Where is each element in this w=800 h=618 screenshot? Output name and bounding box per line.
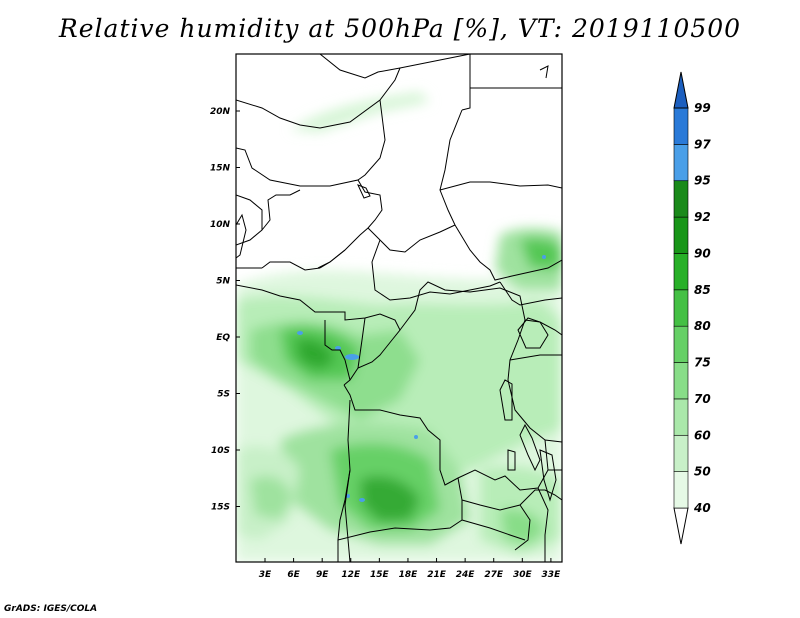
colorbar-segment <box>673 471 689 509</box>
colorbar-segment <box>673 398 689 436</box>
colorbar-label: 92 <box>694 210 711 224</box>
colorbar-segment <box>673 289 689 327</box>
colorbar-segment <box>673 362 689 400</box>
colorbar-label: 85 <box>694 283 711 297</box>
lat-tick-label: 15S <box>211 503 230 513</box>
country-borders <box>236 54 562 562</box>
map-frame <box>235 53 563 563</box>
latitude-axis: 20N 15N 10N 5N EQ 5S 10S 15S <box>210 107 240 513</box>
colorbar-segment <box>673 507 689 545</box>
lon-tick-label: 33E <box>542 570 562 580</box>
colorbar-segment <box>673 253 689 291</box>
colorbar-label: 70 <box>694 392 711 406</box>
lon-tick-label: 18E <box>399 570 419 580</box>
colorbar-label: 40 <box>693 501 711 515</box>
lon-tick-label: 15E <box>370 570 390 580</box>
colorbar-label: 80 <box>694 319 711 333</box>
colorbar: 40 50 60 70 75 80 85 90 92 95 97 99 <box>673 71 711 545</box>
lat-tick-label: 10N <box>210 220 231 230</box>
colorbar-label: 90 <box>694 246 711 260</box>
colorbar-segment <box>673 434 689 472</box>
lon-tick-label: 12E <box>341 570 361 580</box>
lon-tick-label: 21E <box>427 570 447 580</box>
colorbar-label: 95 <box>694 174 711 188</box>
colorbar-label: 50 <box>694 465 711 479</box>
lat-tick-label: 15N <box>210 164 231 174</box>
lat-tick-label: 10S <box>211 446 230 456</box>
lat-tick-label: 20N <box>210 107 231 117</box>
lat-tick-label: 5N <box>216 277 230 287</box>
colorbar-segment <box>673 180 689 218</box>
humidity-field <box>236 54 562 562</box>
credit-text: GrADS: IGES/COLA <box>4 604 98 614</box>
lon-tick-label: 6E <box>287 570 300 580</box>
longitude-axis: 3E 6E 9E 12E 15E 18E 21E 24E 27E 30E 33E <box>259 558 561 580</box>
lat-tick-label: 5S <box>217 390 230 400</box>
lon-tick-label: 30E <box>513 570 533 580</box>
colorbar-segment <box>673 107 689 145</box>
lon-tick-label: 27E <box>484 570 504 580</box>
lat-tick-label: EQ <box>216 333 230 343</box>
colorbar-segment <box>673 216 689 254</box>
colorbar-label: 97 <box>694 137 711 151</box>
colorbar-label: 99 <box>694 101 711 115</box>
map-title: Relative humidity at 500hPa [%], VT: 201… <box>58 14 742 43</box>
colorbar-segment <box>673 325 689 363</box>
colorbar-label: 75 <box>694 356 711 370</box>
colorbar-label: 60 <box>694 428 711 442</box>
colorbar-segment <box>673 144 689 182</box>
lon-tick-label: 3E <box>259 570 272 580</box>
colorbar-segment <box>673 71 689 109</box>
lon-tick-label: 9E <box>316 570 329 580</box>
lon-tick-label: 24E <box>456 570 476 580</box>
